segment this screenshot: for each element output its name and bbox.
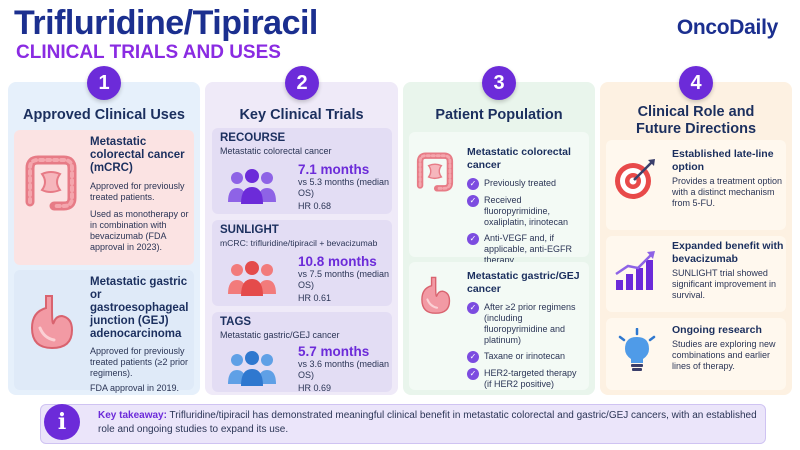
trial-name: TAGS [220,316,252,328]
trial-name: SUNLIGHT [220,224,279,236]
check-icon: ✓ [467,302,479,314]
check-icon: ✓ [467,195,479,207]
page-subtitle: CLINICAL TRIALS AND USES [16,42,281,63]
target-icon [615,159,655,199]
trial-hazard-ratio: HR 0.69 [298,383,332,393]
role-text: Provides a treatment option with a disti… [672,176,783,208]
use-title: Metastatic colorectal cancer (mCRC) [90,136,185,174]
trial-os-value: 5.7 months [298,344,370,359]
trial-hazard-ratio: HR 0.68 [298,201,332,211]
population-criterion: ✓ Anti-VEGF and, if applicable, anti-EGFR… [467,233,585,266]
column-title-2: Key Clinical Trials [239,107,364,123]
role-title: Established late-line option [672,148,774,173]
info-icon: i [44,404,80,440]
trial-card-tags: TAGS Metastatic gastric/GEJ cancer 5.7 m… [212,312,392,393]
trial-comparator: vs 3.6 months (median OS) [298,359,390,380]
check-icon: ✓ [467,178,479,190]
check-icon: ✓ [467,233,479,245]
trial-os-value: 10.8 months [298,254,377,269]
trial-card-recourse: RECOURSE Metastatic colorectal cancer 7.… [212,128,392,214]
use-text: Approved for previously treated patients… [90,346,188,378]
trial-card-sunlight: SUNLIGHT mCRC: trifluridine/tipiracil + … [212,220,392,306]
role-card-late-line: Established late-line option Provides a … [606,140,786,230]
check-icon: ✓ [467,368,479,380]
role-card-bevacizumab: Expanded benefit with bevacizumab SUNLIG… [606,236,786,312]
patients-group-icon [228,169,276,204]
population-title: Metastatic gastric/GEJ cancer [467,270,580,295]
trial-hazard-ratio: HR 0.61 [298,293,332,303]
key-takeaway-text: Key takeaway: Trifluridine/tipiracil has… [98,409,758,437]
population-title: Metastatic colorectal cancer [467,146,571,171]
colon-icon [25,155,77,211]
column-title-4: Clinical Role and Future Directions [635,104,757,137]
population-criterion: ✓ Taxane or irinotecan [467,351,585,363]
role-card-research: Ongoing research Studies are exploring n… [606,318,786,390]
trial-comparator: vs 5.3 months (median OS) [298,177,390,198]
population-criterion: ✓ Received fluoropyrimidine, oxaliplatin,… [467,195,585,228]
trial-comparator: vs 7.5 months (median OS) [298,269,390,290]
use-card-mcrc: Metastatic colorectal cancer (mCRC) Appr… [14,130,194,265]
step-number-1: 1 [87,66,121,100]
role-title: Ongoing research [672,324,762,336]
patients-group-icon [228,351,276,386]
role-text: SUNLIGHT trial showed significant improv… [672,268,777,300]
use-text: Used as monotherapy or in combination wi… [90,209,189,252]
population-criterion: ✓ Previously treated [467,178,585,190]
population-criterion: ✓ HER2-targeted therapy (if HER2 positive… [467,368,585,390]
stomach-icon [30,295,74,350]
growth-chart-icon [615,251,655,290]
role-title: Expanded benefit with bevacizumab [672,240,784,265]
patients-group-icon [228,261,276,296]
key-takeaway-label: Key takeaway: [98,410,167,421]
population-card-gastric: Metastatic gastric/GEJ cancer ✓ After ≥2 … [409,262,589,390]
use-text: FDA approval in 2019. [90,383,180,393]
population-card-crc: Metastatic colorectal cancer ✓ Previously… [409,132,589,265]
use-text: Approved for previously treated patients… [90,181,185,202]
brand-logo: OncoDaily [676,16,778,39]
trial-description: Metastatic gastric/GEJ cancer [220,330,340,340]
trial-description: Metastatic colorectal cancer [220,146,332,156]
trial-os-value: 7.1 months [298,162,370,177]
key-takeaway-box [40,404,766,444]
use-title: Metastatic gastric or gastroesophageal j… [90,276,189,340]
step-number-2: 2 [285,66,319,100]
key-takeaway-body: Trifluridine/tipiracil has demonstrated … [98,410,757,435]
stomach-icon [421,276,451,314]
role-text: Studies are exploring new combinations a… [672,339,776,371]
colon-icon [416,152,454,192]
step-number-4: 4 [679,66,713,100]
column-title-1: Approved Clinical Uses [23,107,185,123]
column-title-3: Patient Population [435,107,563,123]
lightbulb-icon [618,328,656,371]
page-title: Trifluridine/Tipiracil [14,4,318,42]
step-number-3: 3 [482,66,516,100]
population-criterion: ✓ After ≥2 prior regimens (including fluo… [467,302,585,346]
trial-name: RECOURSE [220,132,286,144]
trial-description: mCRC: trifluridine/tipiracil + bevacizum… [220,238,378,248]
use-card-gastric: Metastatic gastric or gastroesophageal j… [14,270,194,393]
check-icon: ✓ [467,351,479,363]
